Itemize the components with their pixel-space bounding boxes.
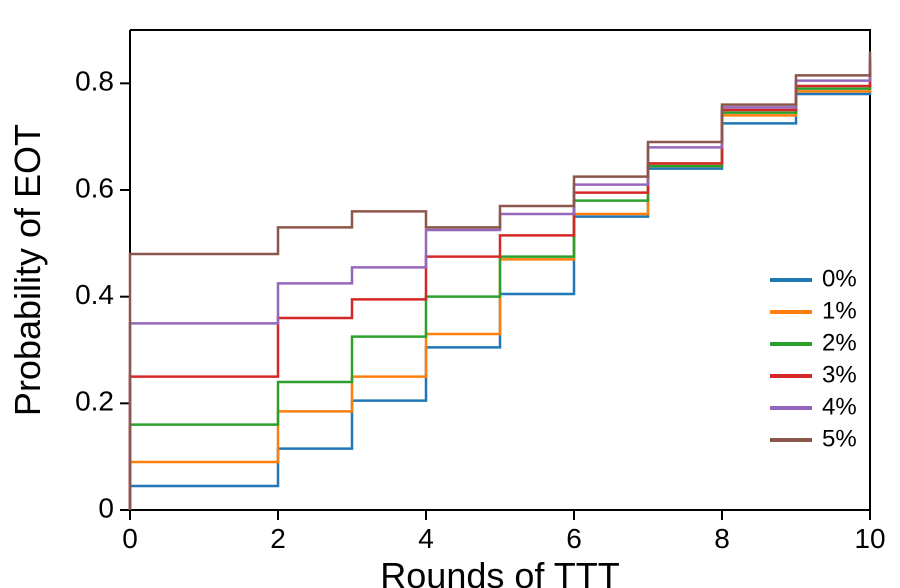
- step-chart: 0 2 4 6 8 10 Rounds of TTT 0 0.2 0.4 0.6 0.8 Probabi…: [0, 0, 900, 588]
- legend-label-3%: 3%: [822, 361, 857, 388]
- x-axis-label: Rounds of TTT: [380, 555, 619, 588]
- chart-container: 0 2 4 6 8 10 Rounds of TTT 0 0.2 0.4 0.6 0.8 Probabi…: [0, 0, 900, 588]
- y-tick-label: 0.8: [75, 66, 114, 97]
- series-line-2%: [130, 67, 870, 510]
- x-tick-label: 6: [566, 523, 582, 554]
- x-tick-label: 0: [122, 523, 138, 554]
- x-tick-label: 8: [714, 523, 730, 554]
- y-tick-label: 0.4: [75, 279, 114, 310]
- x-tick-label: 4: [418, 523, 434, 554]
- legend-label-2%: 2%: [822, 329, 857, 356]
- y-tick-label: 0: [98, 492, 114, 523]
- y-tick-label: 0.2: [75, 386, 114, 417]
- y-axis-label: Probability of EOT: [7, 124, 48, 416]
- y-tick-label: 0.6: [75, 172, 114, 203]
- legend-label-5%: 5%: [822, 425, 857, 452]
- x-tick-label: 10: [854, 523, 885, 554]
- legend-label-1%: 1%: [822, 297, 857, 324]
- x-tick-label: 2: [270, 523, 286, 554]
- legend-label-4%: 4%: [822, 393, 857, 420]
- legend-label-0%: 0%: [822, 265, 857, 292]
